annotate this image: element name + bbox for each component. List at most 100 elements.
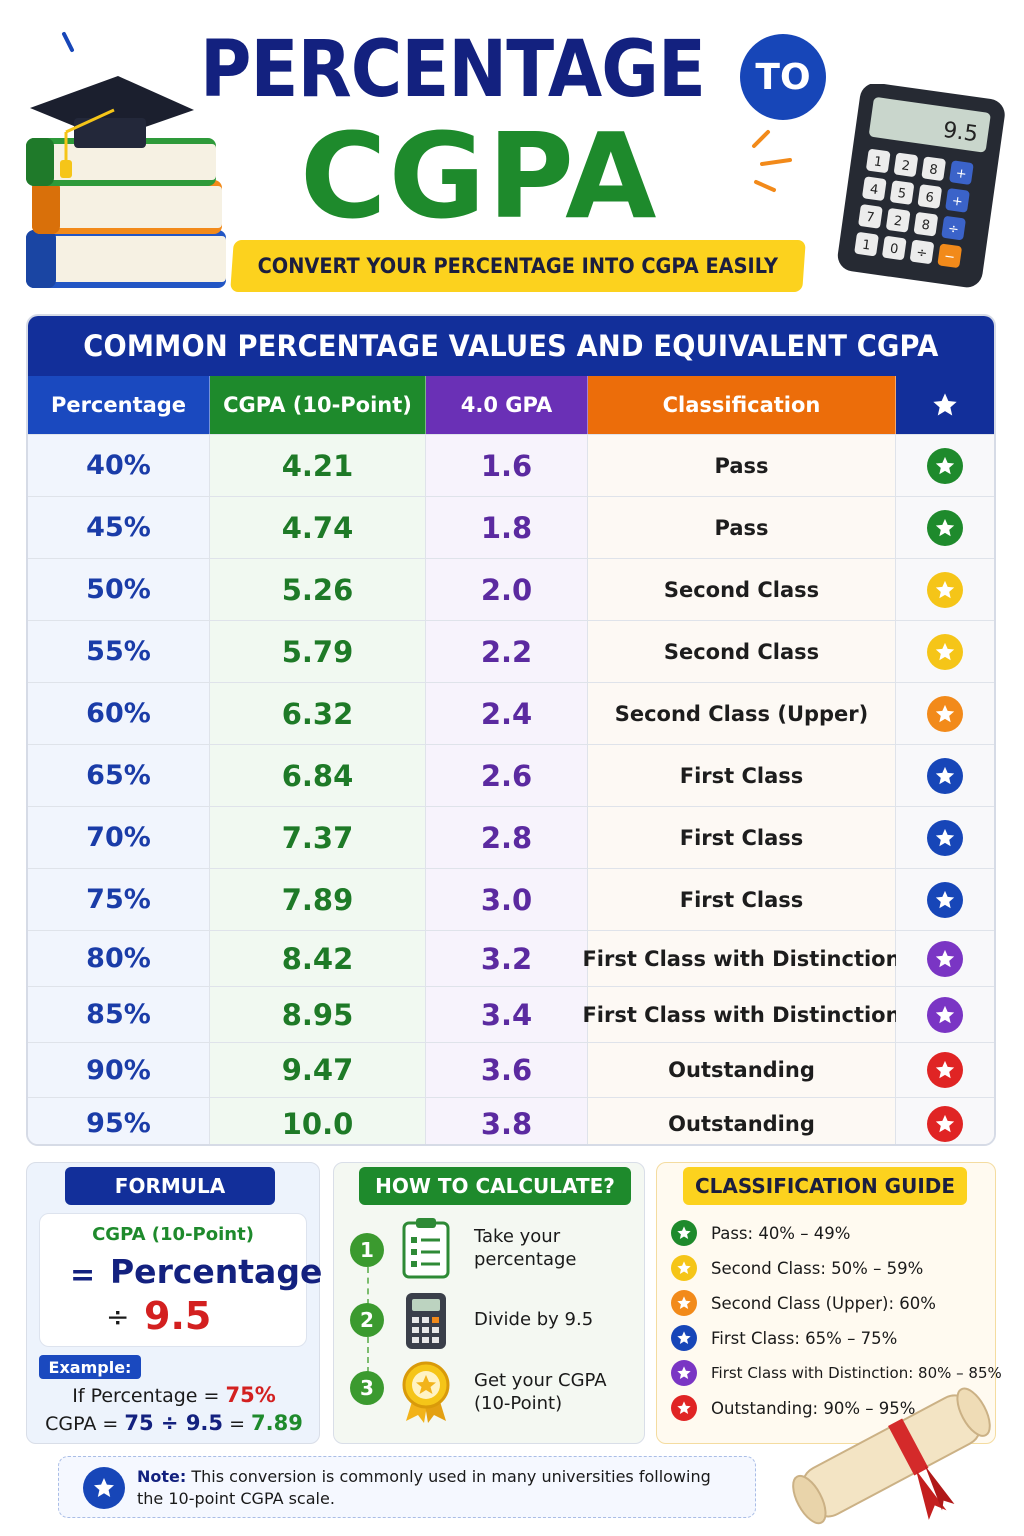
calculator-illustration: 9.5 1 2 8 +4 5 6 +7 2 8 ÷1 0 ÷ − [837,84,1005,288]
step-1-number: 1 [350,1233,384,1267]
how-to-panel: HOW TO CALCULATE? 1 Take your percentage… [333,1162,645,1444]
calculator-key [866,149,891,173]
cell-star [896,621,994,682]
header-percentage: Percentage [28,376,210,434]
classification-guide-item: Second Class: 50% – 59% [671,1254,923,1282]
header-classification: Classification [588,376,896,434]
cell-cgpa: 5.26 [210,559,426,620]
step-3-number: 3 [350,1371,384,1405]
calculator-key [854,232,879,257]
calculator-display: 9.5 [941,118,979,148]
calculator-key [913,212,938,237]
cell-percentage: 95% [28,1098,210,1144]
table-row: 95% 10.0 3.8 Outstanding [28,1097,994,1144]
cell-cgpa: 8.42 [210,931,426,986]
cell-star [896,1098,994,1144]
step-connector [367,1337,369,1373]
calculator-key-label: 8 [928,162,938,178]
cell-cgpa: 6.84 [210,745,426,806]
cell-star [896,559,994,620]
calculator-key [886,208,911,233]
table-header-row: Percentage CGPA (10-Point) 4.0 GPA Class… [28,376,994,434]
formula-divisor: 9.5 [144,1294,212,1338]
formula-box: CGPA (10-Point) = Percentage ÷ 9.5 [39,1213,322,1347]
calculator-icon [406,1293,446,1349]
cell-cgpa: 8.95 [210,987,426,1042]
calculator-key [917,184,942,209]
cell-classification: First Class with Distinction [582,931,901,986]
star-icon [927,757,963,794]
calculator-key-label: + [955,166,968,182]
cell-cgpa: 6.32 [210,683,426,744]
cell-gpa4: 1.6 [426,435,588,496]
cell-classification: Pass [588,435,896,496]
table-row: 60% 6.32 2.4 Second Class (Upper) [28,682,994,744]
calculator-key [894,152,918,177]
cell-gpa4: 1.8 [426,497,588,558]
cell-percentage: 65% [28,745,210,806]
calculator-key-label: + [951,194,964,210]
diploma-scroll-illustration [792,1387,991,1525]
cell-percentage: 85% [28,987,210,1042]
calculator-key [882,236,907,260]
formula-panel: FORMULA CGPA (10-Point) = Percentage ÷ 9… [26,1162,322,1444]
table-row: 90% 9.47 3.6 Outstanding [28,1042,994,1097]
classification-guide-text: Outstanding: 90% – 95% [711,1398,916,1418]
cell-gpa4: 2.6 [426,745,588,806]
table-title-text: COMMON PERCENTAGE VALUES AND EQUIVALENT … [83,329,939,363]
calculator-key [921,156,946,181]
star-icon [927,940,963,977]
cell-star [896,497,994,558]
cell-classification: First Class [588,807,896,868]
classification-guide-item: First Class: 65% – 75% [671,1324,897,1352]
header-star-icon [896,376,994,434]
cell-gpa4: 3.0 [426,869,588,930]
classification-guide-text: First Class: 65% – 75% [711,1328,898,1348]
cell-star [896,987,994,1042]
calculator-key [945,188,970,213]
calculator-key [890,180,914,205]
classification-guide-text: Pass: 40% – 49% [711,1223,851,1243]
cell-cgpa: 9.47 [210,1043,426,1097]
formula-top-label: CGPA (10-Point) [92,1224,254,1245]
cell-gpa4: 2.2 [426,621,588,682]
to-badge: TO [740,34,826,120]
note-box: Note: This conversion is commonly used i… [58,1456,756,1518]
formula-divide-sign: ÷ [106,1300,130,1333]
star-icon [671,1255,697,1281]
sparkle-lines-left [62,32,74,52]
classification-guide-item: Pass: 40% – 49% [671,1219,850,1247]
calculator-key-label: ÷ [915,245,928,261]
classification-guide-panel: CLASSIFICATION GUIDE Pass: 40% – 49% Seco… [656,1162,1002,1444]
calculator-key [949,160,974,185]
cell-gpa4: 3.6 [426,1043,588,1097]
cell-percentage: 70% [28,807,210,868]
cell-classification: First Class with Distinction [582,987,901,1042]
star-icon [927,509,963,546]
classification-guide-text: Second Class: 50% – 59% [711,1258,924,1278]
calculator-key-label: 1 [861,238,871,254]
classification-guide-item: Outstanding: 90% – 95% [671,1394,915,1422]
star-icon [927,996,963,1033]
example-line-2-prefix: CGPA = [45,1413,119,1435]
sparkle-lines-right [752,130,792,192]
cell-classification: First Class [588,869,896,930]
calculator-key-label: ÷ [947,221,960,237]
table-row: 65% 6.84 2.6 First Class [28,744,994,806]
cell-classification: Outstanding [588,1098,896,1144]
cell-cgpa: 10.0 [210,1098,426,1144]
how-to-badge: HOW TO CALCULATE? [359,1167,631,1205]
star-icon [671,1220,697,1246]
classification-guide-item: Second Class (Upper): 60% [671,1289,936,1317]
formula-equals: = [70,1258,96,1293]
table-row: 85% 8.95 3.4 First Class with Distinction [28,986,994,1042]
calculator-key [937,243,962,268]
cell-classification: Second Class [588,621,896,682]
example-line-2-result: 7.89 [251,1411,303,1435]
star-icon [927,1052,963,1088]
star-icon [671,1395,697,1421]
cell-star [896,745,994,806]
note-body: This conversion is commonly used in many… [137,1467,711,1508]
cell-star [896,807,994,868]
table-row: 55% 5.79 2.2 Second Class [28,620,994,682]
